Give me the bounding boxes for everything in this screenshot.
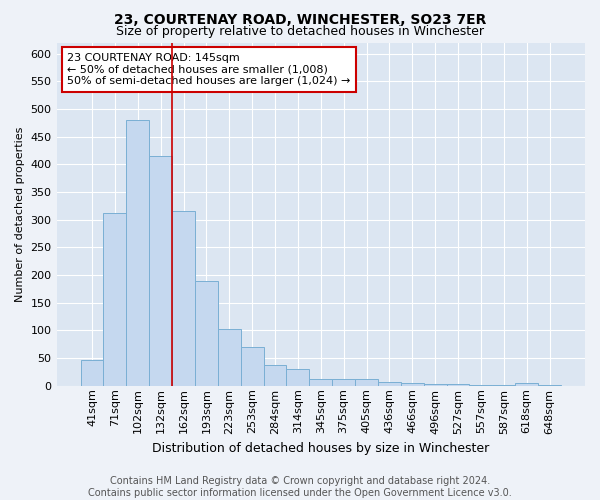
Bar [310, 378, 332, 386]
Bar [378, 382, 401, 386]
Bar [446, 384, 469, 386]
Bar [149, 156, 172, 386]
Bar [332, 379, 355, 386]
Text: 23, COURTENAY ROAD, WINCHESTER, SO23 7ER: 23, COURTENAY ROAD, WINCHESTER, SO23 7ER [114, 12, 486, 26]
Bar [401, 383, 424, 386]
Bar [127, 120, 149, 386]
Y-axis label: Number of detached properties: Number of detached properties [15, 126, 25, 302]
Bar [80, 360, 103, 386]
Text: 23 COURTENAY ROAD: 145sqm
← 50% of detached houses are smaller (1,008)
50% of se: 23 COURTENAY ROAD: 145sqm ← 50% of detac… [67, 53, 350, 86]
X-axis label: Distribution of detached houses by size in Winchester: Distribution of detached houses by size … [152, 442, 490, 455]
Bar [195, 280, 218, 386]
Bar [286, 369, 310, 386]
Text: Contains HM Land Registry data © Crown copyright and database right 2024.
Contai: Contains HM Land Registry data © Crown c… [88, 476, 512, 498]
Bar [424, 384, 446, 386]
Bar [493, 385, 515, 386]
Bar [218, 328, 241, 386]
Bar [538, 385, 561, 386]
Bar [355, 378, 378, 386]
Text: Size of property relative to detached houses in Winchester: Size of property relative to detached ho… [116, 25, 484, 38]
Bar [515, 383, 538, 386]
Bar [469, 385, 493, 386]
Bar [172, 212, 195, 386]
Bar [263, 366, 286, 386]
Bar [241, 347, 263, 386]
Bar [103, 213, 127, 386]
